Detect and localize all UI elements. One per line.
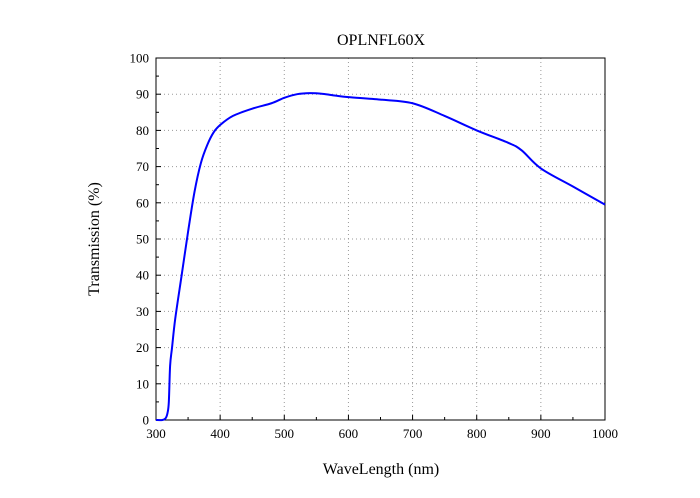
- x-tick-label: 400: [210, 426, 230, 441]
- x-tick-label: 800: [467, 426, 487, 441]
- y-tick-label: 80: [136, 123, 149, 138]
- grid-lines: [156, 58, 605, 420]
- x-tick-label: 600: [339, 426, 359, 441]
- y-tick-label: 20: [136, 340, 149, 355]
- y-tick-label: 10: [136, 376, 149, 391]
- y-tick-label: 100: [130, 51, 150, 66]
- axis-ticks: [155, 57, 606, 421]
- y-tick-label: 50: [136, 232, 149, 247]
- y-tick-label: 0: [143, 413, 150, 428]
- y-tick-label: 90: [136, 87, 149, 102]
- y-axis-title: Transmission (%): [86, 182, 103, 296]
- x-axis-title: WaveLength (nm): [323, 461, 439, 478]
- x-tick-label: 1000: [592, 426, 618, 441]
- y-tick-label: 40: [136, 268, 149, 283]
- series-line-transmission: [155, 92, 606, 422]
- y-tick-label: 30: [136, 304, 149, 319]
- y-tick-label: 70: [136, 159, 149, 174]
- x-tick-label: 500: [275, 426, 295, 441]
- x-tick-label: 900: [531, 426, 551, 441]
- x-tick-label: 700: [403, 426, 423, 441]
- chart-title: OPLNFL60X: [337, 32, 425, 49]
- tick-labels: 300 400 500 600 700 800 900 1000 0 10 20 30 40 50 60 70…: [130, 51, 619, 442]
- y-tick-label: 60: [136, 195, 149, 210]
- x-tick-label: 300: [146, 426, 166, 441]
